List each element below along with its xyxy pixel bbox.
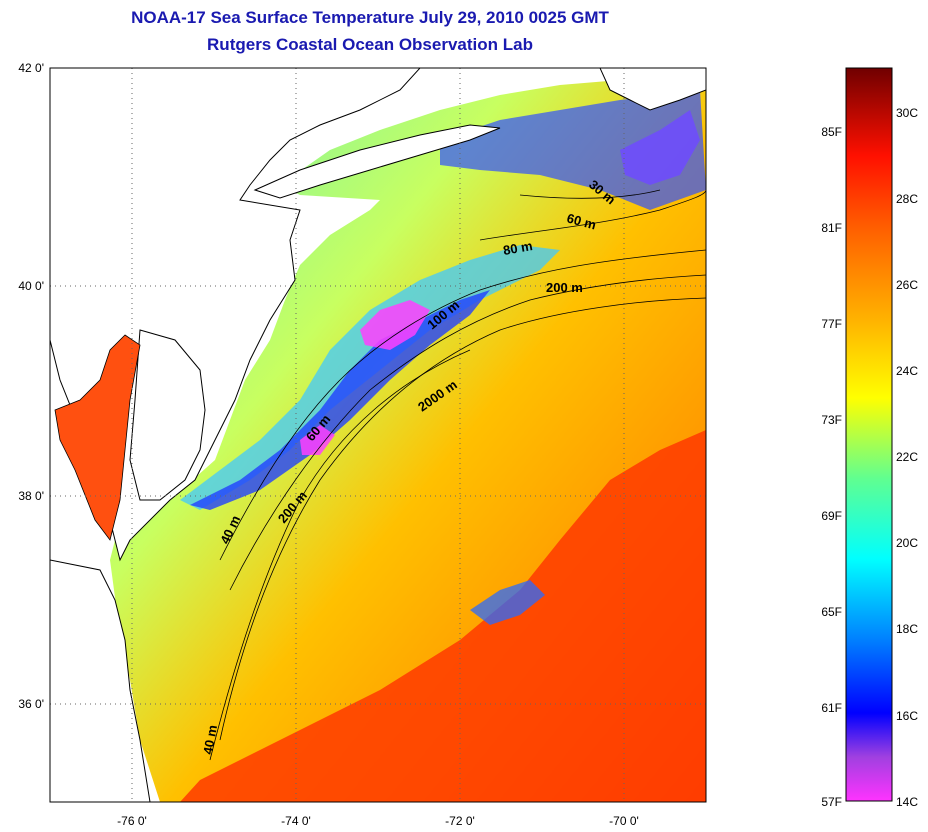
colorbar-c-label: 16C	[896, 709, 918, 723]
colorbar-f-label: 57F	[821, 795, 842, 809]
cold-upwelling-patches	[190, 290, 490, 510]
colorbar-f-label: 77F	[821, 317, 842, 331]
colorbar-f-label: 73F	[821, 413, 842, 427]
colorbar-c-label: 28C	[896, 192, 918, 206]
colorbar-c-label: 24C	[896, 364, 918, 378]
chesapeake-bay	[54, 334, 141, 541]
colorbar-f-label: 69F	[821, 509, 842, 523]
colorbar-c-label: 26C	[896, 278, 918, 292]
map-title: NOAA-17 Sea Surface Temperature July 29,…	[131, 8, 609, 27]
land-delmarva	[129, 329, 206, 501]
lon-label: -72 0'	[445, 814, 475, 828]
lat-label: 36 0'	[18, 697, 44, 711]
colorbar-f-label: 61F	[821, 701, 842, 715]
north-cold-water	[440, 90, 706, 210]
colorbar-f-label: 65F	[821, 605, 842, 619]
map-subtitle: Rutgers Coastal Ocean Observation Lab	[207, 35, 533, 54]
lon-label: -76 0'	[117, 814, 147, 828]
lon-label: -74 0'	[281, 814, 311, 828]
colorbar-c-label: 18C	[896, 622, 918, 636]
celsius-scale: 30C 28C 26C 24C 22C 20C 18C 16C 14C	[896, 106, 918, 809]
color-bar	[845, 67, 893, 802]
isobath-contours	[209, 189, 707, 761]
fahrenheit-scale: 85F 81F 77F 73F 69F 65F 61F 57F	[821, 125, 842, 809]
colorbar-c-label: 22C	[896, 450, 918, 464]
colorbar-c-label: 30C	[896, 106, 918, 120]
isobath-label: 80 m	[502, 238, 534, 258]
lat-label: 40 0'	[18, 279, 44, 293]
land-cape-cod	[599, 68, 706, 111]
colorbar-c-label: 14C	[896, 795, 918, 809]
land-virginia-nc	[50, 559, 151, 802]
colorbar-f-label: 81F	[821, 221, 842, 235]
lat-label: 42 0'	[18, 61, 44, 75]
map-frame	[49, 67, 707, 803]
colorbar-f-label: 85F	[821, 125, 842, 139]
colorbar-c-label: 20C	[896, 536, 918, 550]
isobath-label: 200 m	[546, 280, 583, 295]
isobath-label: 60 m	[565, 210, 598, 232]
lat-label: 38 0'	[18, 489, 44, 503]
lon-label: -70 0'	[609, 814, 639, 828]
offshore-cool-eddy	[470, 580, 545, 625]
warm-water-region	[180, 430, 706, 802]
land-long-island	[253, 124, 501, 199]
isobath-label: 40 m	[200, 724, 220, 756]
